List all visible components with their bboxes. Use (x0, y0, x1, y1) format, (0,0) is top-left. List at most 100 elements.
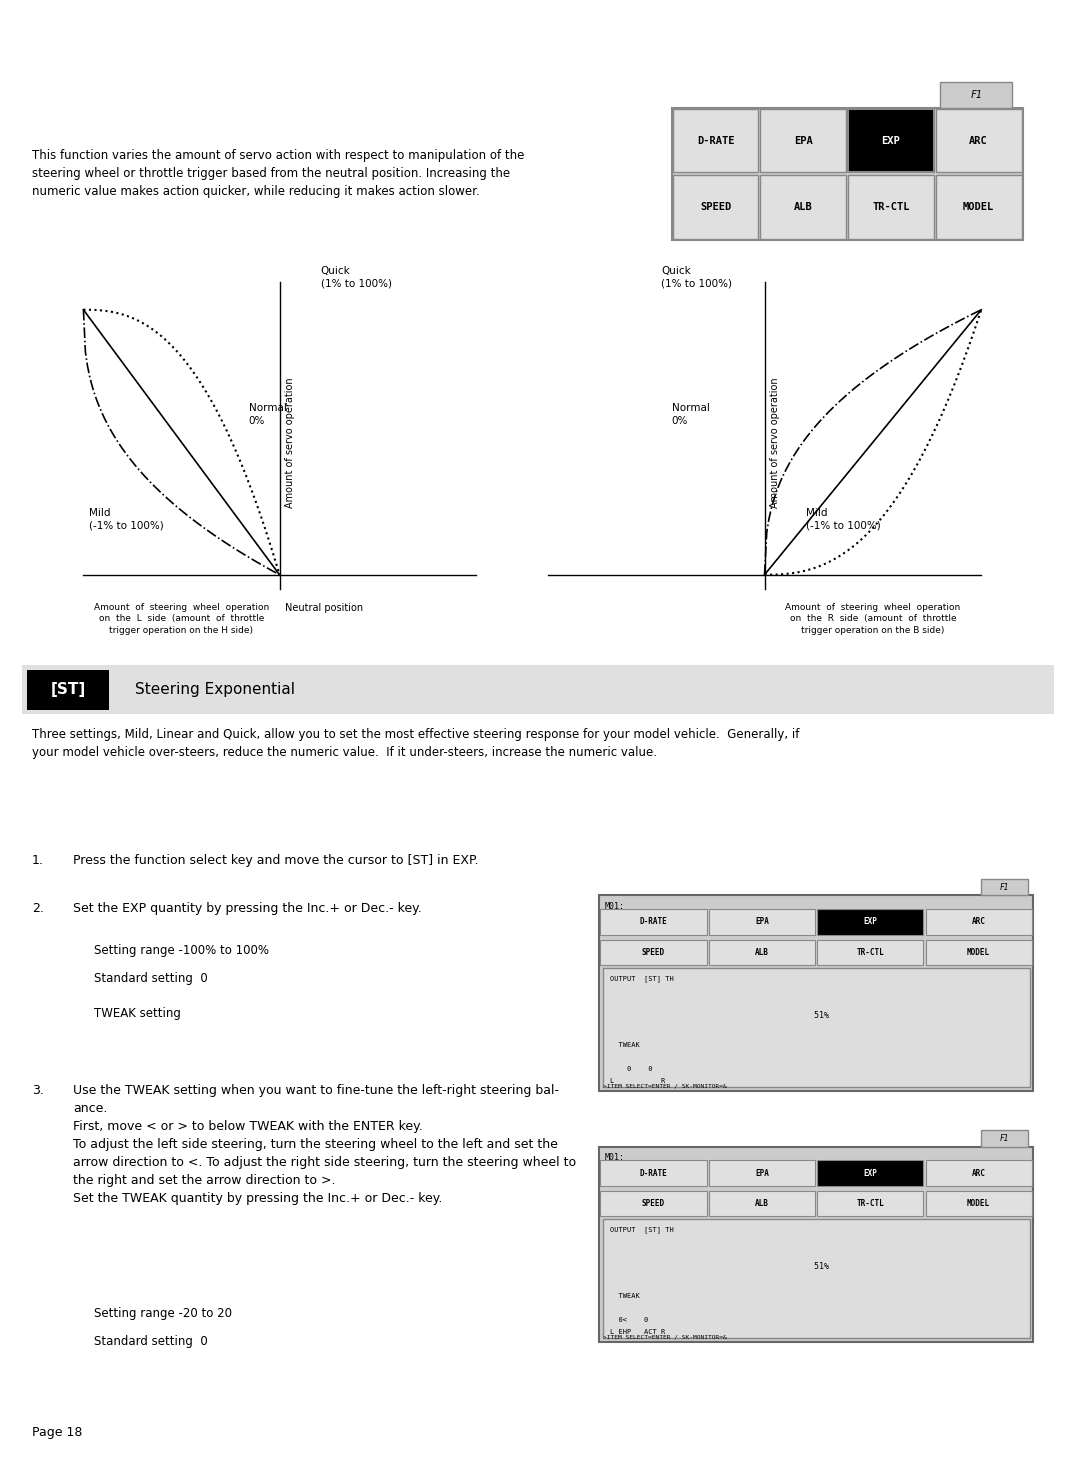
FancyBboxPatch shape (981, 1130, 1028, 1147)
Text: D-RATE: D-RATE (640, 918, 668, 926)
Text: 51%: 51% (804, 1011, 829, 1020)
Text: 0    0: 0 0 (610, 1066, 653, 1072)
Text: Amount  of  steering  wheel  operation
on  the  L  side  (amount  of  throttle
t: Amount of steering wheel operation on th… (94, 603, 269, 636)
Text: Amount of servo operation: Amount of servo operation (770, 377, 779, 508)
Text: OUTPUT  [ST] TH: OUTPUT [ST] TH (610, 975, 674, 982)
Text: TWEAK: TWEAK (610, 1042, 640, 1048)
Text: EXP: EXP (863, 1169, 877, 1177)
FancyBboxPatch shape (708, 1191, 815, 1216)
Text: Setting range -20 to 20: Setting range -20 to 20 (94, 1307, 232, 1320)
FancyBboxPatch shape (673, 175, 758, 239)
FancyBboxPatch shape (817, 910, 923, 935)
FancyBboxPatch shape (926, 1191, 1032, 1216)
FancyBboxPatch shape (926, 940, 1032, 966)
Text: [ST]: [ST] (51, 683, 86, 697)
Text: TR-CTL: TR-CTL (872, 203, 909, 211)
Text: F1: F1 (1000, 1133, 1009, 1142)
FancyBboxPatch shape (817, 940, 923, 966)
Text: Neutral position: Neutral position (285, 603, 362, 612)
FancyBboxPatch shape (708, 1160, 815, 1186)
FancyBboxPatch shape (848, 109, 934, 172)
FancyBboxPatch shape (760, 175, 846, 239)
Text: Quick
(1% to 100%): Quick (1% to 100%) (661, 266, 732, 289)
FancyBboxPatch shape (981, 879, 1028, 895)
FancyBboxPatch shape (673, 109, 758, 172)
FancyBboxPatch shape (936, 109, 1021, 172)
Text: Set the EXP quantity by pressing the Inc.+ or Dec.- key.: Set the EXP quantity by pressing the Inc… (73, 903, 421, 916)
FancyBboxPatch shape (708, 910, 815, 935)
Text: Mild
(-1% to 100%): Mild (-1% to 100%) (806, 508, 880, 530)
FancyBboxPatch shape (940, 82, 1013, 107)
Text: Normal
0%: Normal 0% (248, 404, 286, 426)
FancyBboxPatch shape (848, 175, 934, 239)
Text: Standard setting  0: Standard setting 0 (94, 1334, 207, 1348)
Text: L EHP   ACT R: L EHP ACT R (610, 1329, 665, 1334)
FancyBboxPatch shape (600, 895, 1033, 1091)
Text: 2.: 2. (32, 903, 44, 916)
FancyBboxPatch shape (22, 665, 1054, 715)
Text: Three settings, Mild, Linear and Quick, allow you to set the most effective stee: Three settings, Mild, Linear and Quick, … (32, 728, 799, 759)
Text: 1.: 1. (32, 854, 44, 866)
Text: MODEL: MODEL (968, 1199, 990, 1208)
FancyBboxPatch shape (600, 1147, 1033, 1342)
Text: ALB: ALB (755, 1199, 769, 1208)
Text: Exponential: Exponential (11, 12, 270, 50)
Text: EXP: EXP (882, 135, 901, 145)
Text: TR-CTL: TR-CTL (857, 1199, 885, 1208)
Text: MODEL: MODEL (968, 948, 990, 957)
Text: TWEAK setting: TWEAK setting (94, 1007, 181, 1020)
Text: This function varies the amount of servo action with respect to manipulation of : This function varies the amount of servo… (32, 150, 525, 198)
FancyBboxPatch shape (936, 175, 1021, 239)
FancyBboxPatch shape (760, 109, 846, 172)
Text: M01:: M01: (604, 903, 625, 912)
Text: MODEL: MODEL (963, 203, 994, 211)
FancyBboxPatch shape (601, 910, 706, 935)
Text: Press the function select key and move the cursor to [ST] in EXP.: Press the function select key and move t… (73, 854, 478, 866)
Text: EPA: EPA (793, 135, 813, 145)
FancyBboxPatch shape (708, 940, 815, 966)
Text: F1: F1 (1000, 882, 1009, 891)
Text: 3.: 3. (32, 1083, 44, 1097)
Text: Mild
(-1% to 100%): Mild (-1% to 100%) (88, 508, 163, 530)
Text: Amount of servo operation: Amount of servo operation (285, 377, 295, 508)
Text: EPA: EPA (755, 1169, 769, 1177)
Text: EPA: EPA (755, 918, 769, 926)
Text: ARC: ARC (972, 918, 986, 926)
Text: TWEAK: TWEAK (610, 1293, 640, 1299)
Text: Page 18: Page 18 (32, 1427, 82, 1439)
Text: M01:: M01: (604, 1154, 625, 1163)
Text: ALB: ALB (755, 948, 769, 957)
FancyBboxPatch shape (672, 107, 1022, 241)
Text: ARC: ARC (972, 1169, 986, 1177)
FancyBboxPatch shape (817, 1160, 923, 1186)
Text: 51%: 51% (804, 1262, 829, 1271)
Text: F1: F1 (971, 90, 981, 100)
FancyBboxPatch shape (601, 940, 706, 966)
FancyBboxPatch shape (817, 1191, 923, 1216)
Text: ARC: ARC (970, 135, 988, 145)
Text: Quick
(1% to 100%): Quick (1% to 100%) (320, 266, 391, 289)
Text: Amount  of  steering  wheel  operation
on  the  R  side  (amount  of  throttle
t: Amount of steering wheel operation on th… (785, 603, 961, 636)
Text: TR-CTL: TR-CTL (857, 948, 885, 957)
Text: 0<    0: 0< 0 (610, 1317, 648, 1323)
Text: >ITEM SELECT=ENTER / SK-MONITOR=&: >ITEM SELECT=ENTER / SK-MONITOR=& (602, 1083, 727, 1089)
Text: SPEED: SPEED (700, 203, 731, 211)
Text: Steering Exponential: Steering Exponential (135, 683, 295, 697)
Text: L           R: L R (610, 1078, 665, 1083)
FancyBboxPatch shape (602, 967, 1030, 1086)
FancyBboxPatch shape (926, 1160, 1032, 1186)
FancyBboxPatch shape (926, 910, 1032, 935)
Text: ALB: ALB (793, 203, 813, 211)
Text: OUTPUT  [ST] TH: OUTPUT [ST] TH (610, 1226, 674, 1233)
FancyBboxPatch shape (602, 1218, 1030, 1337)
Text: Use the TWEAK setting when you want to fine-tune the left-right steering bal-
an: Use the TWEAK setting when you want to f… (73, 1083, 576, 1205)
FancyBboxPatch shape (27, 669, 110, 711)
FancyBboxPatch shape (601, 1160, 706, 1186)
FancyBboxPatch shape (601, 1191, 706, 1216)
Text: Setting range -100% to 100%: Setting range -100% to 100% (94, 944, 269, 957)
Text: SPEED: SPEED (642, 1199, 665, 1208)
Text: D-RATE: D-RATE (640, 1169, 668, 1177)
Text: Page F1 (EXP): Page F1 (EXP) (888, 21, 1064, 41)
Text: >ITEM SELECT=ENTER / SK-MONITOR=&: >ITEM SELECT=ENTER / SK-MONITOR=& (602, 1334, 727, 1340)
Text: EXP: EXP (863, 918, 877, 926)
